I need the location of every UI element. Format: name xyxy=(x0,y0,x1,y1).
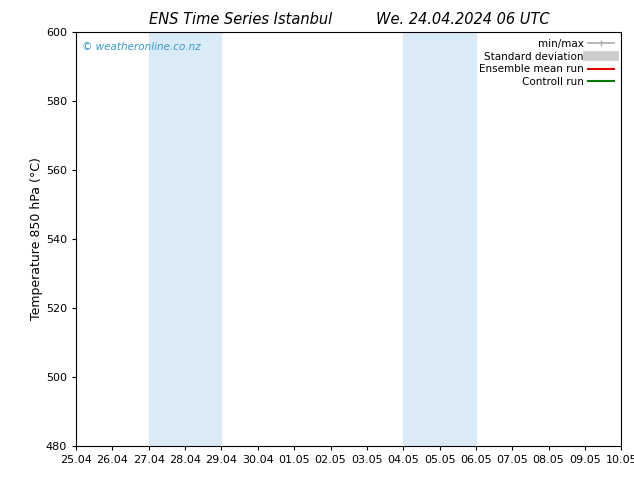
Bar xyxy=(149,32,221,446)
Y-axis label: Temperature 850 hPa (°C): Temperature 850 hPa (°C) xyxy=(30,157,43,320)
Text: ENS Time Series Istanbul: ENS Time Series Istanbul xyxy=(149,12,333,27)
Text: We. 24.04.2024 06 UTC: We. 24.04.2024 06 UTC xyxy=(376,12,550,27)
Bar xyxy=(403,32,476,446)
Legend: min/max, Standard deviation, Ensemble mean run, Controll run: min/max, Standard deviation, Ensemble me… xyxy=(477,37,616,89)
Text: © weatheronline.co.nz: © weatheronline.co.nz xyxy=(82,42,200,52)
